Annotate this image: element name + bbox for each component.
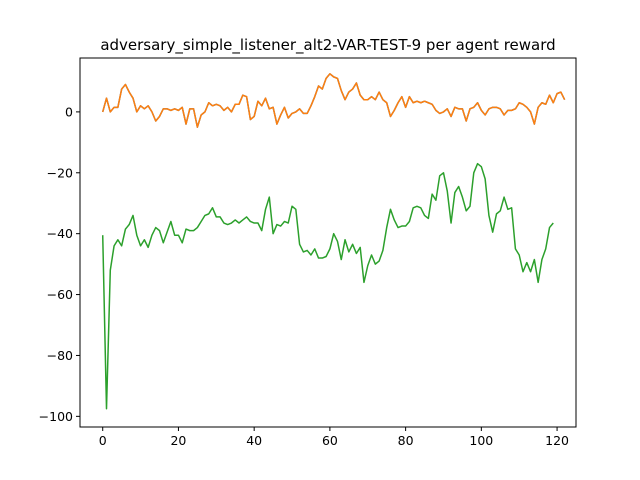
x-tick-label: 100 (469, 433, 493, 448)
y-tick-label: −80 (47, 348, 73, 363)
x-tick-label: 120 (545, 433, 569, 448)
x-tick-label: 40 (246, 433, 262, 448)
series-line-3 (101, 162, 554, 410)
y-tick-label: −100 (39, 409, 73, 424)
series-line-2 (101, 73, 566, 128)
x-tick-label: 20 (170, 433, 186, 448)
plot-frame (79, 57, 577, 428)
plot-lines (101, 73, 566, 410)
x-axis: 0 20 40 60 80 100 120 (99, 427, 569, 448)
x-tick-label: 0 (99, 433, 107, 448)
x-tick-label: 80 (398, 433, 414, 448)
x-tick-label: 60 (322, 433, 338, 448)
y-tick-label: −60 (47, 287, 73, 302)
y-tick-label: −20 (47, 165, 73, 180)
y-tick-label: −40 (47, 226, 73, 241)
y-axis: 0 −20 −40 −60 −80 −100 (39, 104, 80, 424)
chart-title: adversary_simple_listener_alt2-VAR-TEST-… (100, 36, 555, 55)
y-tick-label: 0 (65, 104, 73, 119)
